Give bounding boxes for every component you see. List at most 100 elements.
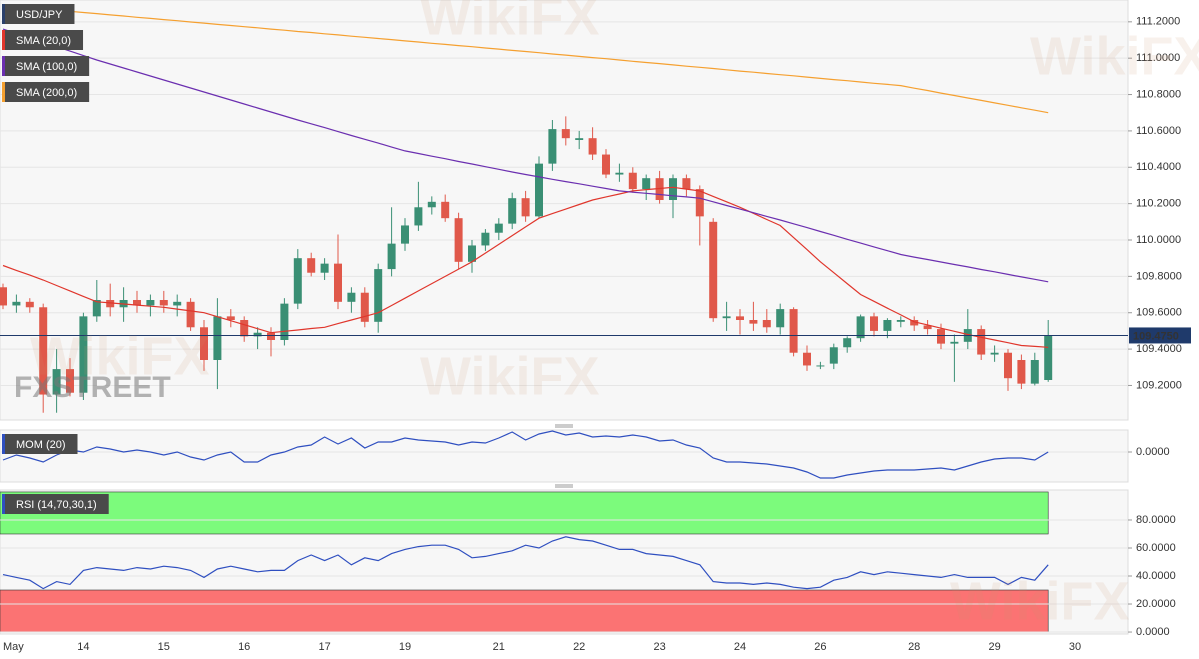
legend-label: USD/JPY	[16, 9, 63, 21]
candle-body	[106, 300, 115, 308]
panel-background	[0, 429, 1129, 483]
candle-body	[521, 198, 530, 217]
candle-body	[253, 332, 262, 337]
candle-body	[682, 178, 691, 190]
candle-body	[816, 365, 825, 367]
candle-body	[789, 309, 798, 353]
candle-body	[575, 138, 584, 140]
x-tick-label: 16	[238, 641, 250, 653]
candle-body	[669, 178, 677, 200]
series-line	[2, 28, 1049, 283]
candle-body	[159, 300, 168, 306]
candle-body	[186, 301, 195, 328]
candle-body	[615, 172, 624, 175]
legend-swatch	[2, 434, 5, 454]
candle-body	[441, 201, 450, 219]
legend-swatch	[2, 56, 5, 76]
candle-body	[910, 320, 919, 326]
candle-body	[25, 301, 34, 308]
candle-body	[173, 301, 182, 306]
last-price-label: 109.4750	[1133, 330, 1179, 342]
candle-body	[977, 329, 986, 355]
y-tick-label: 110.4000	[1136, 161, 1181, 173]
candle-body	[628, 172, 637, 190]
candle-body	[896, 320, 905, 322]
series-line	[2, 186, 1049, 348]
candle-body	[280, 303, 289, 340]
candle-body	[226, 316, 235, 320]
band	[0, 491, 1049, 535]
y-tick-label: 0.0000	[1136, 446, 1170, 458]
y-tick-label: 109.2000	[1136, 379, 1182, 391]
x-tick-label: 19	[399, 641, 411, 653]
x-tick-label: 23	[653, 641, 665, 653]
candle-body	[146, 300, 155, 306]
x-tick-label: 29	[988, 641, 1000, 653]
x-tick-label: May	[3, 641, 24, 653]
watermark: WikiFX	[30, 326, 210, 386]
candle-body	[133, 300, 141, 306]
candle-body	[695, 189, 704, 217]
series-line	[2, 4, 1049, 114]
candle-body	[883, 320, 892, 331]
candle-body	[561, 129, 570, 139]
candle-body	[856, 316, 865, 339]
candle-body	[803, 352, 811, 366]
candle-body	[602, 154, 610, 175]
candle-body	[588, 138, 597, 155]
panel-plot	[0, 491, 1128, 633]
band	[0, 589, 1049, 633]
y-tick-label: 110.8000	[1136, 88, 1181, 100]
panel-plot	[0, 4, 1128, 413]
legend-label: SMA (100,0)	[16, 61, 77, 73]
candle-body	[870, 316, 878, 331]
candle-body	[990, 352, 999, 355]
legend-swatch	[2, 30, 5, 50]
candle-body	[762, 320, 771, 328]
watermark: WikiFX	[950, 571, 1130, 631]
y-tick-label: 110.0000	[1136, 234, 1181, 246]
candle-body	[736, 316, 744, 320]
legend-swatch	[2, 494, 5, 514]
candle-body	[776, 309, 785, 328]
candle-body	[213, 316, 222, 360]
legend-box	[2, 4, 75, 24]
candle-body	[1017, 360, 1026, 384]
candle-body	[0, 287, 7, 306]
series-line	[2, 430, 1049, 479]
x-tick-label: 22	[573, 641, 585, 653]
candle-body	[494, 223, 503, 233]
candle-body	[709, 221, 718, 319]
candle-body	[535, 163, 543, 217]
legend-box	[2, 56, 90, 76]
candle-body	[923, 325, 932, 330]
logo: FXSTREET	[14, 371, 171, 404]
y-tick-label: 111.0000	[1136, 52, 1180, 64]
candle-body	[360, 292, 369, 322]
y-tick-label: 111.2000	[1136, 16, 1180, 28]
legend-swatch	[2, 4, 5, 24]
candle-body	[722, 316, 731, 319]
x-tick-label: 28	[908, 641, 920, 653]
x-tick-label: 21	[493, 641, 505, 653]
legend-box	[2, 494, 109, 514]
y-tick-label: 80.0000	[1136, 514, 1176, 526]
candle-body	[1030, 360, 1039, 384]
candle-body	[1004, 352, 1012, 379]
candle-body	[293, 258, 302, 304]
legend-box	[2, 434, 78, 454]
candle-body	[267, 332, 275, 340]
candle-body	[66, 369, 74, 393]
candle-body	[12, 301, 21, 306]
x-tick-label: 15	[158, 641, 170, 653]
candle-body	[334, 263, 342, 302]
candle-body	[320, 263, 329, 273]
candle-body	[79, 316, 88, 393]
candle-body	[749, 320, 758, 324]
y-tick-label: 40.0000	[1136, 570, 1176, 582]
candle-body	[347, 292, 356, 302]
y-tick-label: 109.4000	[1136, 343, 1182, 355]
candle-body	[52, 369, 61, 395]
